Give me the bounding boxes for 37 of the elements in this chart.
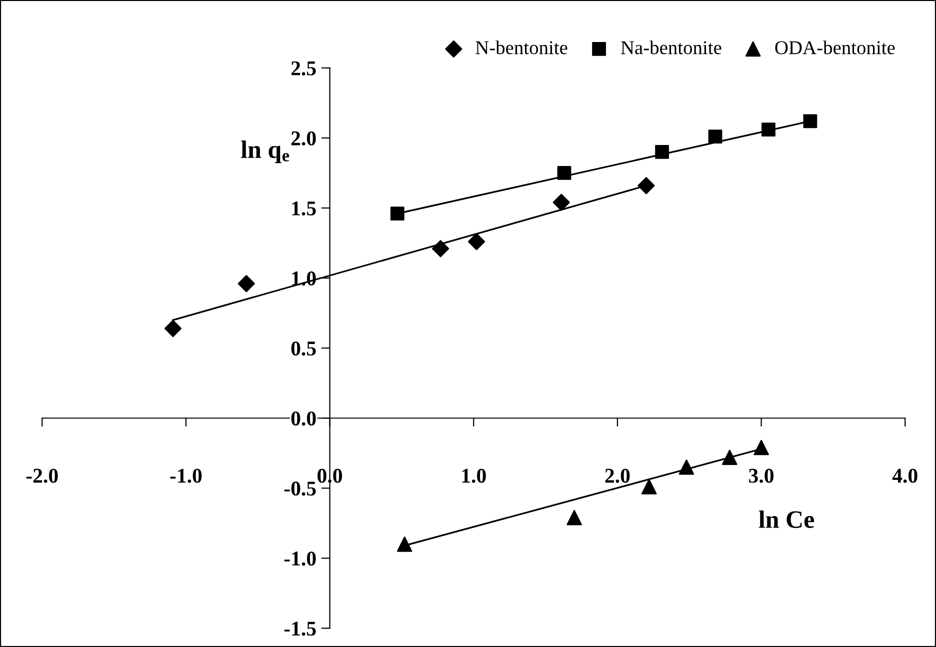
point (390, 206, 404, 221)
y-tick-label: 2.5 (291, 61, 316, 76)
y-tick-label: 1.5 (292, 201, 316, 216)
point (566, 510, 582, 526)
y-tick-label: 0.5 (291, 341, 316, 356)
point (655, 145, 669, 159)
point (557, 166, 572, 180)
point (432, 240, 450, 258)
y-tick-label: 2.0 (291, 131, 316, 146)
x-tick-label: -2.0 (26, 468, 58, 483)
y-tick-label: -0.5 (284, 482, 316, 496)
point (164, 320, 182, 338)
point (708, 130, 722, 144)
x-tick-label: 4.0 (892, 468, 918, 483)
point (468, 233, 486, 250)
x-axis-title: ln Ce (758, 510, 814, 528)
point (552, 194, 570, 211)
y-tick-label: -1.0 (284, 552, 316, 566)
legend-label: Na-bentonite (620, 40, 722, 54)
point (238, 275, 255, 292)
point (641, 479, 657, 494)
legend-label: N-bentonite (476, 40, 568, 54)
point (678, 460, 694, 475)
point (754, 440, 769, 456)
point (762, 122, 776, 137)
x-tick-label: 3.0 (749, 468, 774, 483)
point (722, 450, 738, 465)
point (638, 177, 655, 194)
legend-label: ODA-bentonite (775, 40, 895, 54)
point (803, 114, 818, 128)
point (396, 536, 412, 552)
x-tick-label: -1.0 (170, 468, 202, 483)
x-tick-label: 2.0 (605, 468, 630, 483)
y-tick-label: -1.5 (284, 622, 316, 636)
y-axis-title: ln q$_{e}$ (241, 140, 290, 164)
x-tick-label: 1.0 (462, 468, 486, 483)
y-tick-label: 0.0 (291, 412, 316, 426)
